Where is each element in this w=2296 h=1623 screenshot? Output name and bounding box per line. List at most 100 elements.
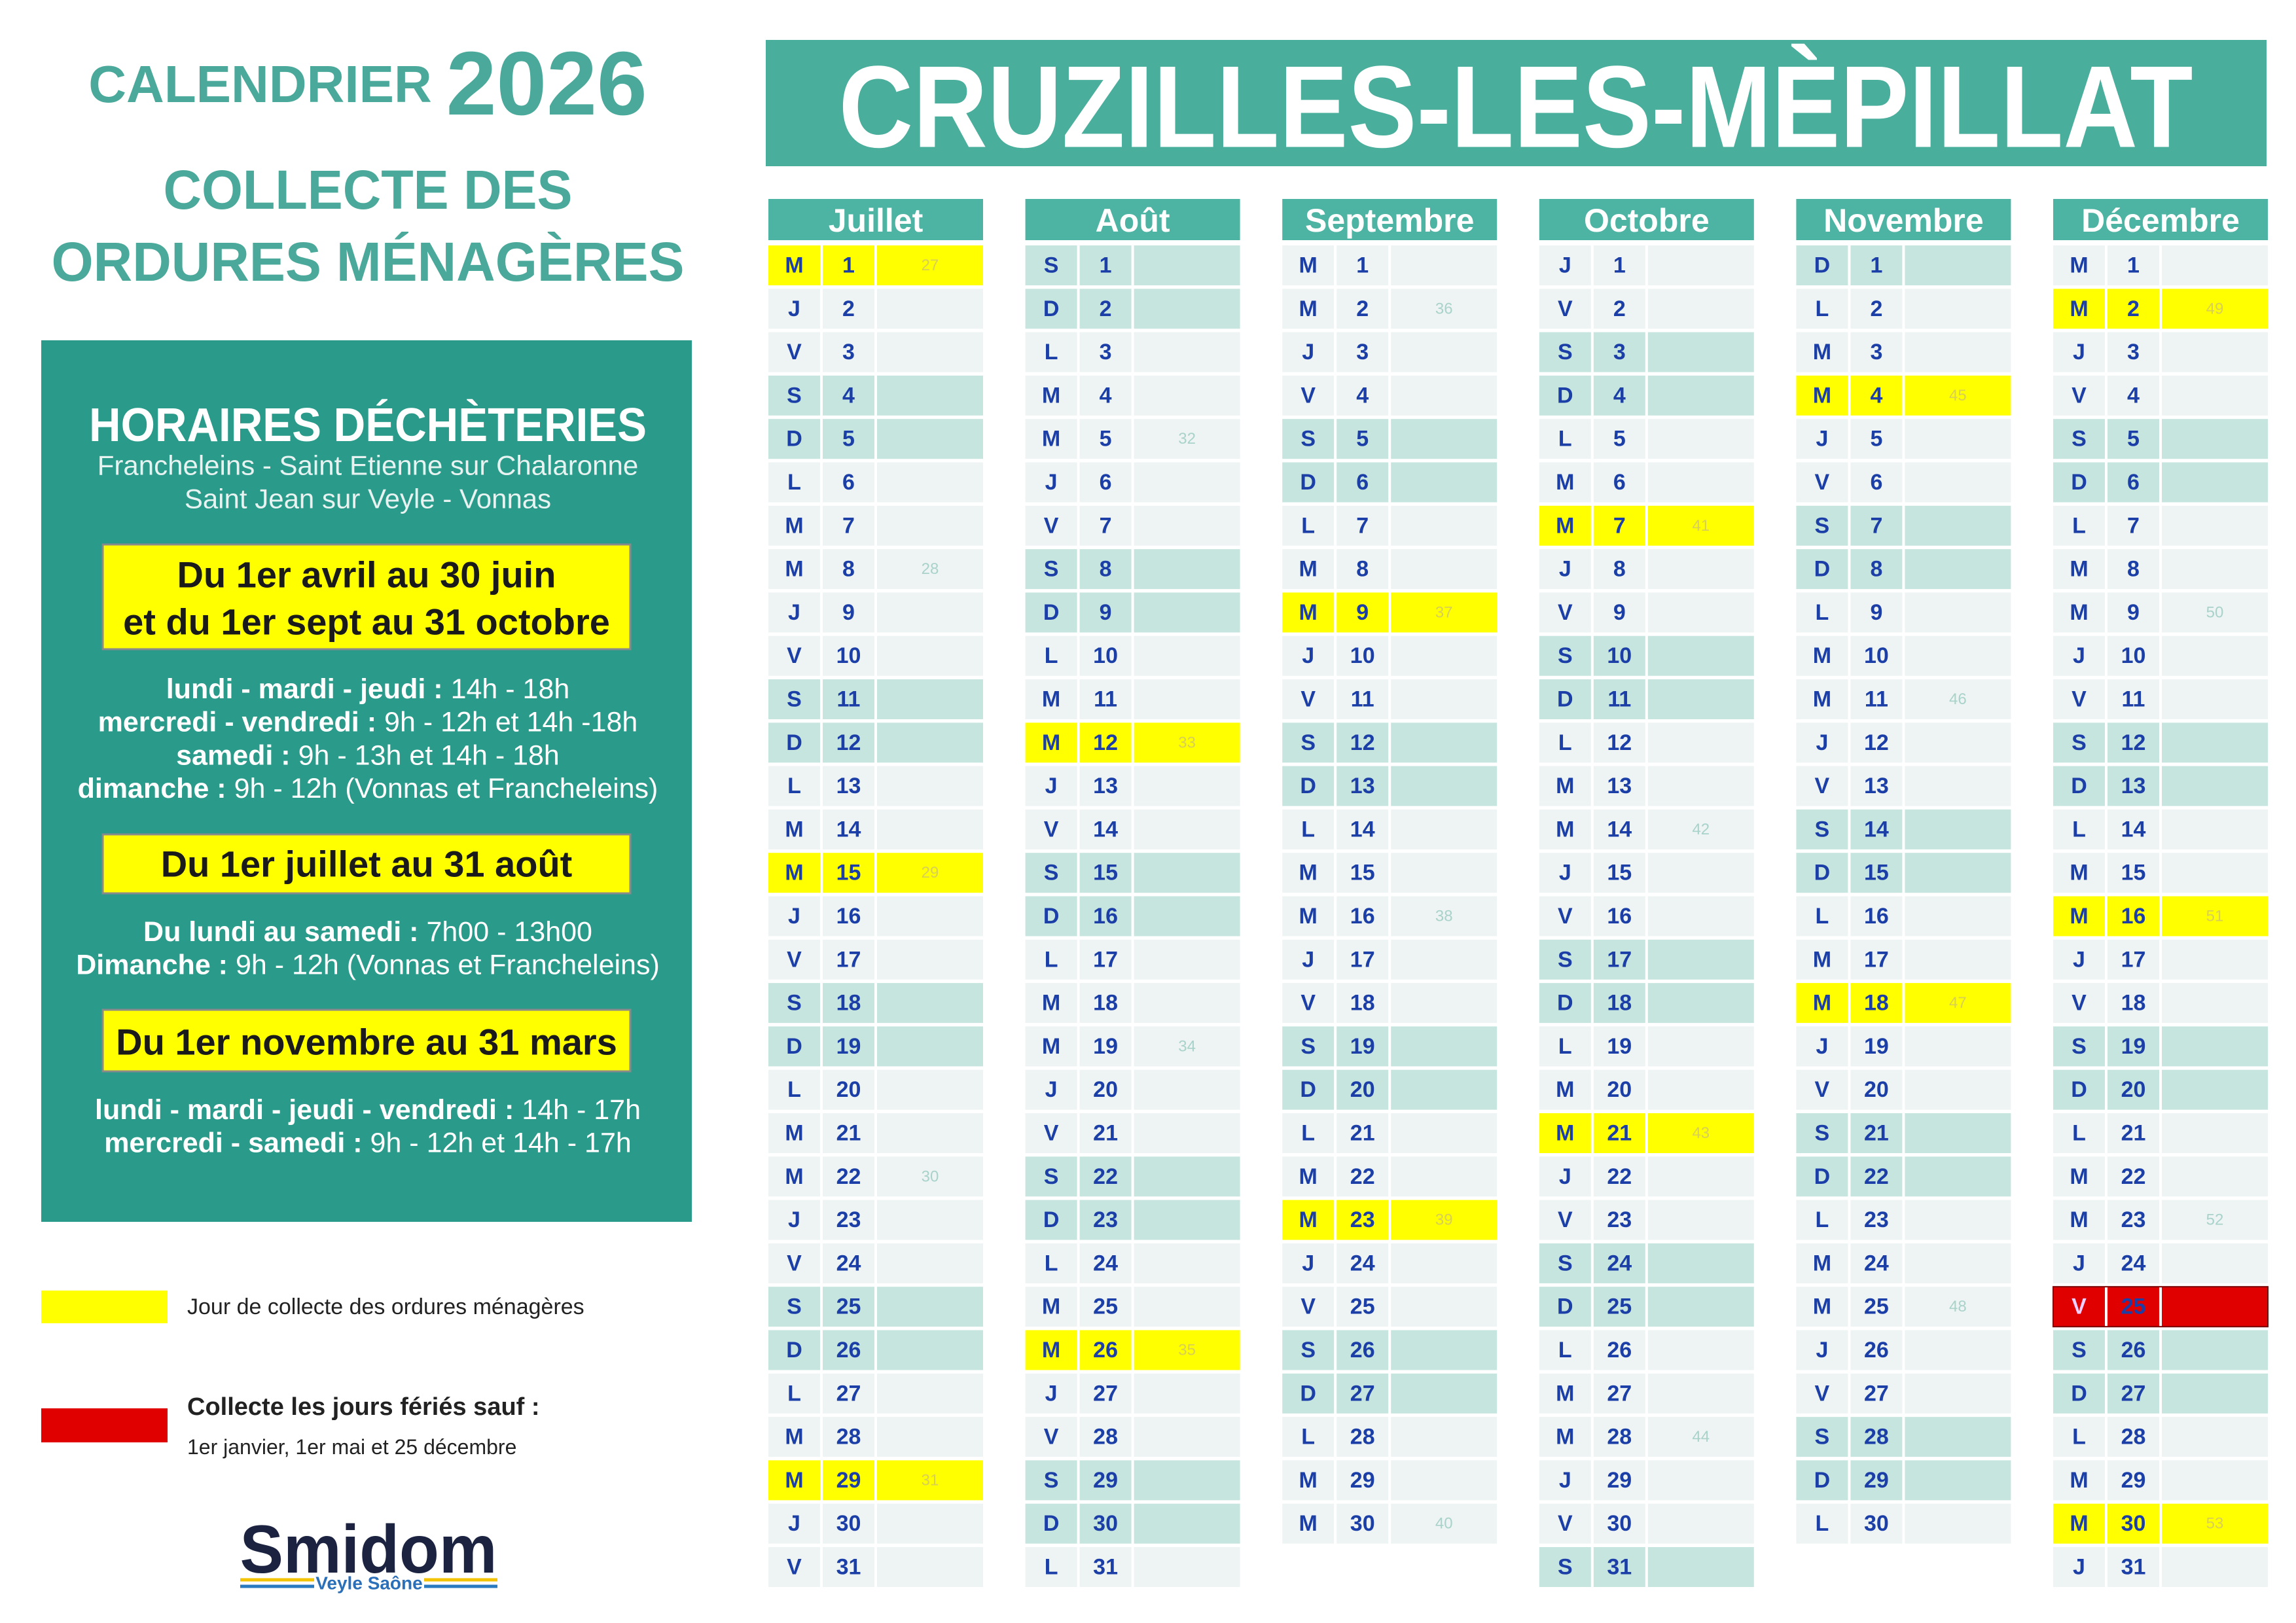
hours-days: mercredi - vendredi : [98,707,376,738]
day-cell [1539,939,1591,980]
day-cell [2162,896,2268,936]
day-cell [1593,722,1645,763]
day-number: 17 [1607,947,1632,972]
weekday-letter: V [1815,1381,1830,1406]
day-number: 30 [1864,1511,1889,1536]
week-number: 37 [1435,603,1453,621]
day-number: 3 [1870,340,1882,365]
hours-days: lundi - mardi - jeudi : [166,673,443,705]
day-cell [768,1460,820,1501]
hours-line: dimanche : 9h - 12h (Vonnas et Franchelei… [78,773,658,804]
day-cell [1134,635,1240,676]
day-cell [823,809,874,849]
day-cell [1391,505,1498,546]
day-cell [2053,766,2105,806]
day-number: 8 [1356,557,1369,582]
weekday-letter: M [1556,817,1574,842]
day-cell [1282,245,1335,285]
day-cell [2053,853,2105,893]
weekday-letter: S [1300,427,1316,452]
day-cell [2108,332,2159,372]
day-cell [1391,1069,1498,1110]
day-cell [2108,1330,2159,1370]
day-cell [1391,635,1498,676]
day-number: 8 [1870,557,1882,582]
day-cell [1796,1243,1848,1283]
day-number: 18 [1864,991,1889,1016]
day-cell [1850,1373,1903,1414]
day-cell [1850,809,1903,849]
day-cell [1647,505,1754,546]
day-number: 29 [2121,1468,2146,1493]
day-cell [2108,1026,2159,1067]
day-cell [768,679,820,719]
day-cell [1647,1156,1754,1197]
day-cell [2053,245,2105,285]
weekday-letter: V [787,643,802,668]
day-number: 19 [2121,1034,2146,1059]
day-number: 4 [2127,383,2140,408]
day-cell [1336,1156,1389,1197]
week-number: 39 [1435,1211,1453,1229]
weekday-letter: L [1558,730,1572,755]
weekday-letter: J [1816,1338,1828,1363]
day-cell [1025,1330,1077,1370]
weekday-letter: L [787,470,801,495]
day-cell [877,375,983,416]
day-number: 18 [2121,991,2146,1016]
day-cell [1539,505,1591,546]
day-cell [1282,1417,1335,1457]
day-cell [1391,419,1498,459]
week-number: 34 [1178,1037,1196,1055]
day-cell [1025,679,1077,719]
day-cell [1539,1200,1591,1240]
day-cell [1391,289,1498,329]
period-box [101,1008,632,1073]
week-number: 51 [2206,908,2224,925]
day-number: 5 [2127,427,2140,452]
day-cell [2108,1373,2159,1414]
day-cell [768,722,820,763]
day-cell [1593,679,1645,719]
day-cell [823,1547,874,1587]
weekday-letter: M [1556,1381,1574,1406]
day-cell [1647,1069,1754,1110]
weekday-letter: M [1042,1294,1060,1319]
day-cell [768,1200,820,1240]
day-cell [2108,939,2159,980]
week-number: 50 [2206,603,2224,621]
day-cell [2162,983,2268,1024]
day-cell [877,939,983,980]
weekday-letter: V [2072,687,2087,712]
day-cell [1539,245,1591,285]
day-number: 19 [1607,1034,1632,1059]
day-cell [1850,766,1903,806]
weekday-letter: D [2071,774,2087,798]
weekday-letter: D [1557,383,1573,408]
day-cell [1905,853,2011,893]
day-cell [1539,549,1591,590]
weekday-letter: J [1816,730,1828,755]
weekday-letter: V [787,1555,802,1580]
day-cell [1905,1373,2011,1414]
day-cell [1796,375,1848,416]
day-cell [1079,332,1132,372]
day-cell [1025,1417,1077,1457]
day-cell [1391,549,1498,590]
day-number: 5 [1613,427,1626,452]
day-cell [1647,1417,1754,1457]
day-number: 27 [2121,1381,2146,1406]
hours-times: 9h - 13h et 14h - 18h [298,740,560,771]
day-cell [823,635,874,676]
day-cell [2162,289,2268,329]
day-cell [1850,1417,1903,1457]
week-number: 30 [922,1168,939,1185]
day-cell [2162,1330,2268,1370]
day-cell [1282,1026,1335,1067]
weekday-letter: J [2073,340,2085,365]
day-cell [2162,592,2268,633]
day-cell [1282,809,1335,849]
day-cell [2162,939,2268,980]
day-cell [2108,375,2159,416]
day-cell [1539,462,1591,503]
